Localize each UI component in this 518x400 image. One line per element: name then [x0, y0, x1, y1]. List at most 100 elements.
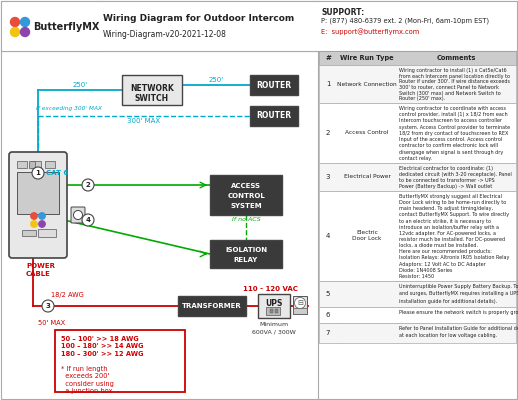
Text: 2: 2: [326, 130, 330, 136]
Text: exceeds 200': exceeds 200': [61, 374, 109, 380]
Text: 110 - 120 VAC: 110 - 120 VAC: [242, 286, 297, 292]
Text: Here are our recommended products:: Here are our recommended products:: [399, 249, 492, 254]
Circle shape: [10, 18, 20, 26]
Bar: [45, 161, 55, 168]
Text: and surges, ButterflyMX requires installing a UPS device (see panel: and surges, ButterflyMX requires install…: [399, 291, 518, 296]
Bar: [55, 330, 185, 392]
Bar: [250, 75, 298, 95]
Text: at each location for low voltage cabling.: at each location for low voltage cabling…: [399, 334, 497, 338]
Bar: [1, 1, 517, 51]
Text: Door Lock wiring to be home-run directly to: Door Lock wiring to be home-run directly…: [399, 200, 506, 205]
Circle shape: [74, 210, 82, 220]
Text: 4: 4: [326, 233, 330, 239]
Circle shape: [82, 179, 94, 191]
Text: Wiring contractor to install (1) x Cat5e/Cat6: Wiring contractor to install (1) x Cat5e…: [399, 68, 507, 73]
Text: Wire Run Type: Wire Run Type: [340, 55, 394, 61]
Text: 18/2 AWG: 18/2 AWG: [51, 292, 84, 298]
Text: Adaptors: 12 Volt AC to DC Adapter: Adaptors: 12 Volt AC to DC Adapter: [399, 262, 486, 266]
Text: If no ACS: If no ACS: [232, 217, 261, 222]
Text: Wiring Diagram for Outdoor Intercom: Wiring Diagram for Outdoor Intercom: [103, 14, 294, 23]
Circle shape: [10, 28, 20, 36]
Bar: [319, 307, 516, 323]
Text: 50' MAX: 50' MAX: [38, 320, 65, 326]
Text: #: #: [325, 55, 331, 61]
Circle shape: [295, 298, 306, 308]
Text: 100 – 180' >> 14 AWG: 100 – 180' >> 14 AWG: [61, 344, 143, 350]
Circle shape: [21, 18, 30, 26]
Text: from each Intercom panel location directly to: from each Intercom panel location direct…: [399, 74, 510, 79]
Bar: [270, 309, 273, 313]
Text: consider using: consider using: [61, 381, 114, 387]
Text: Router (250' max).: Router (250' max).: [399, 96, 445, 101]
Circle shape: [31, 221, 37, 227]
Text: 1: 1: [36, 170, 40, 176]
Text: 600VA / 300W: 600VA / 300W: [252, 330, 296, 335]
Text: Wiring-Diagram-v20-2021-12-08: Wiring-Diagram-v20-2021-12-08: [103, 30, 227, 39]
Text: Network Connection: Network Connection: [337, 82, 397, 86]
Bar: [17, 172, 59, 214]
Text: 250': 250': [73, 82, 88, 88]
Text: contractor to confirm electronic lock will: contractor to confirm electronic lock wi…: [399, 143, 498, 148]
Text: Uninterruptible Power Supply Battery Backup. To prevent voltage drops: Uninterruptible Power Supply Battery Bac…: [399, 284, 518, 289]
Text: 6: 6: [326, 312, 330, 318]
Text: Resistor: 1450: Resistor: 1450: [399, 274, 434, 279]
FancyBboxPatch shape: [9, 152, 67, 258]
Circle shape: [31, 213, 37, 219]
Text: 3: 3: [46, 303, 50, 309]
Text: ROUTER: ROUTER: [256, 112, 292, 120]
Text: to an electric strike, it is necessary to: to an electric strike, it is necessary t…: [399, 218, 491, 224]
Bar: [266, 307, 280, 315]
Circle shape: [39, 221, 45, 227]
Text: Electrical Power: Electrical Power: [343, 174, 391, 180]
Text: E:  support@butterflymx.com: E: support@butterflymx.com: [321, 28, 419, 35]
Text: 18/2 from dry contact of touchscreen to REX: 18/2 from dry contact of touchscreen to …: [399, 131, 508, 136]
Text: Comments: Comments: [437, 55, 476, 61]
Text: resistor much be installed. For DC-powered: resistor much be installed. For DC-power…: [399, 237, 505, 242]
Text: TRANSFORMER: TRANSFORMER: [182, 303, 242, 309]
Bar: [178, 296, 246, 316]
Bar: [319, 323, 516, 343]
Text: P: (877) 480-6379 ext. 2 (Mon-Fri, 6am-10pm EST): P: (877) 480-6379 ext. 2 (Mon-Fri, 6am-1…: [321, 18, 489, 24]
Text: NETWORK: NETWORK: [130, 84, 174, 93]
Text: 180 – 300' >> 12 AWG: 180 – 300' >> 12 AWG: [61, 351, 143, 357]
Bar: [210, 175, 282, 215]
Text: Please ensure the network switch is properly grounded.: Please ensure the network switch is prop…: [399, 310, 518, 315]
Text: RELAY: RELAY: [234, 257, 258, 263]
Text: 4: 4: [85, 217, 91, 223]
Text: 7: 7: [326, 330, 330, 336]
Text: If exceeding 300' MAX: If exceeding 300' MAX: [36, 106, 102, 111]
Text: contact relay.: contact relay.: [399, 156, 432, 161]
Text: 50 – 100' >> 18 AWG: 50 – 100' >> 18 AWG: [61, 336, 139, 342]
Bar: [319, 51, 516, 65]
Text: ⊟: ⊟: [297, 300, 303, 306]
Text: Intercom touchscreen to access controller: Intercom touchscreen to access controlle…: [399, 118, 502, 124]
Text: SWITCH: SWITCH: [135, 94, 169, 103]
Bar: [29, 161, 35, 168]
Text: Minimum: Minimum: [260, 322, 289, 327]
Text: ROUTER: ROUTER: [256, 80, 292, 90]
Text: CABLE: CABLE: [26, 271, 51, 277]
Text: main headend. To adjust timing/delay,: main headend. To adjust timing/delay,: [399, 206, 493, 211]
Bar: [22, 230, 36, 236]
Bar: [319, 103, 516, 163]
Bar: [319, 65, 516, 103]
Text: 300' MAX: 300' MAX: [127, 118, 161, 124]
Text: ACCESS: ACCESS: [231, 183, 261, 189]
Text: locks, a diode must be installed.: locks, a diode must be installed.: [399, 243, 478, 248]
Bar: [293, 296, 307, 314]
Bar: [122, 75, 182, 105]
Text: Isolation Relays: Altronix IR05 Isolation Relay: Isolation Relays: Altronix IR05 Isolatio…: [399, 256, 509, 260]
Text: Door Lock: Door Lock: [352, 236, 382, 242]
Text: a junction box: a junction box: [61, 388, 112, 394]
Circle shape: [32, 167, 44, 179]
Text: disengage when signal is sent through dry: disengage when signal is sent through dr…: [399, 150, 503, 154]
Text: system. Access Control provider to terminate: system. Access Control provider to termi…: [399, 125, 510, 130]
Text: ISOLATION: ISOLATION: [225, 247, 267, 253]
Text: 2: 2: [85, 182, 90, 188]
Circle shape: [39, 213, 45, 219]
Text: 3: 3: [326, 174, 330, 180]
Bar: [275, 309, 278, 313]
Text: Access Control: Access Control: [346, 130, 388, 136]
Circle shape: [21, 28, 30, 36]
Circle shape: [82, 214, 94, 226]
